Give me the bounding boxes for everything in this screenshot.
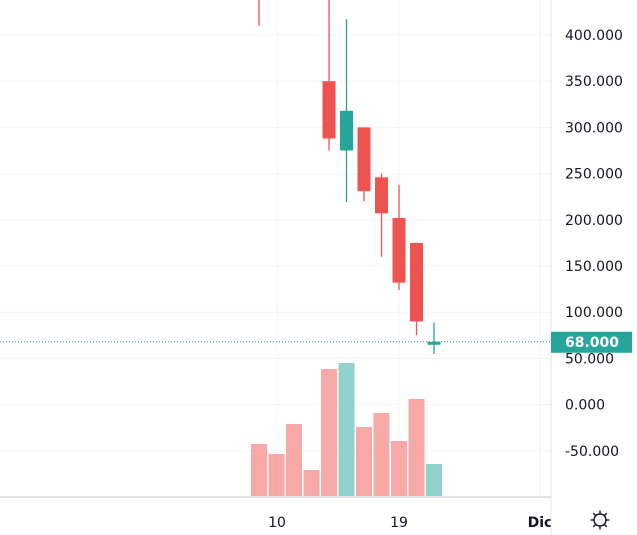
volume-bar xyxy=(286,424,302,497)
volume-bar xyxy=(251,444,267,497)
volume-bar xyxy=(338,363,355,497)
gear-icon[interactable] xyxy=(590,510,610,530)
time-tick-label: 19 xyxy=(390,515,408,531)
price-tick-label: 250.000 xyxy=(565,167,623,183)
candle-body xyxy=(322,81,336,139)
volume-bar xyxy=(303,470,320,497)
time-tick-label: 10 xyxy=(268,515,286,531)
candle-body xyxy=(375,177,388,214)
price-tick-label: -50.000 xyxy=(565,444,619,460)
candle-body xyxy=(392,217,406,283)
candle-body xyxy=(340,110,353,151)
price-tick-label: 350.000 xyxy=(565,74,623,90)
volume-bar xyxy=(356,427,372,497)
candle-body xyxy=(427,341,441,345)
price-tick-label: 400.000 xyxy=(565,28,623,44)
volume-bar xyxy=(426,464,442,497)
volume-bar xyxy=(321,369,337,497)
price-tick-label: 100.000 xyxy=(565,305,623,321)
volume-bar xyxy=(391,441,407,497)
price-tick-label: 0.000 xyxy=(565,398,605,414)
price-tick-label: 200.000 xyxy=(565,213,623,229)
price-tick-label: 300.000 xyxy=(565,120,623,136)
volume-bar xyxy=(408,399,425,497)
price-tick-label: 150.000 xyxy=(565,259,623,275)
time-tick-label: Dic xyxy=(528,515,553,531)
volume-bar xyxy=(373,413,390,497)
volume-bar xyxy=(268,454,285,497)
last-price-label: 68.000 xyxy=(565,335,619,351)
candle-body xyxy=(410,242,423,322)
price-tick-label: 50.000 xyxy=(565,351,614,367)
last-price-badge xyxy=(551,331,632,353)
candle-body xyxy=(357,127,371,192)
